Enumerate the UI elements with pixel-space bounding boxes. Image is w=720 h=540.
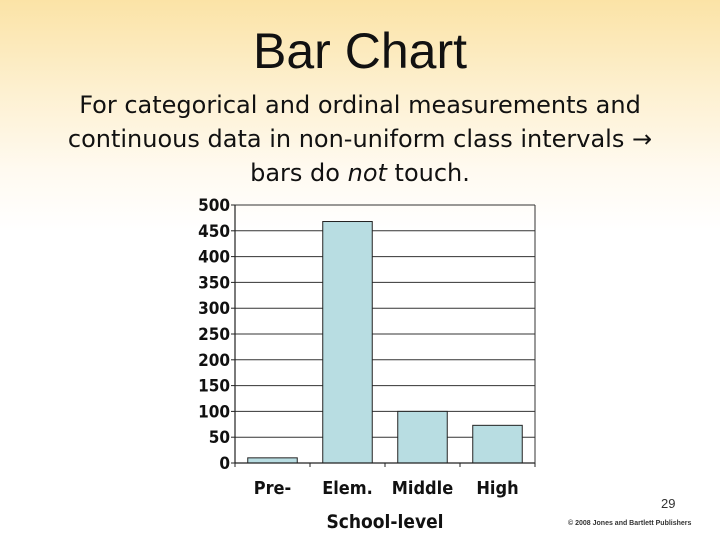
bar (472, 424, 523, 464)
y-tick-label: 150 (198, 377, 230, 397)
y-tick-label: 400 (198, 248, 230, 268)
y-tick-label: 200 (198, 351, 230, 371)
x-axis-ticks: Pre- Elem. Middle High (234, 463, 536, 499)
y-tick-label: 0 (219, 454, 230, 474)
y-tick-label: 100 (198, 402, 230, 422)
right-arrow-icon: → (632, 125, 653, 153)
x-tick-label: Middle (392, 478, 453, 499)
page-number: 29 (661, 496, 676, 511)
bars (247, 221, 523, 464)
bar (322, 221, 373, 464)
slide-title: Bar Chart (253, 23, 467, 79)
x-tick-label: High (476, 478, 518, 499)
subtitle-line-2-text: continuous data in non-uniform class int… (67, 125, 625, 153)
y-tick-label: 500 (198, 196, 230, 216)
y-tick-label: 350 (198, 273, 230, 293)
subtitle-line-1: For categorical and ordinal measurements… (79, 91, 641, 119)
x-tick-label: Elem. (322, 478, 373, 499)
subtitle-emphasis: not (347, 159, 387, 187)
bar (397, 410, 448, 464)
subtitle-line-3: bars do not touch. (20, 156, 700, 190)
subtitle-line-3-start: bars do (250, 159, 348, 187)
x-tick-label: Pre- (254, 478, 292, 499)
y-axis-ticks: 0 50 100 150 200 250 300 350 400 450 500 (198, 196, 235, 474)
y-tick-label: 300 (198, 299, 230, 319)
y-tick-label: 50 (209, 428, 230, 448)
subtitle-line-2: continuous data in non-uniform class int… (20, 122, 700, 156)
x-axis-label: School-level (326, 511, 443, 533)
bar (247, 457, 298, 464)
subtitle-line-3-end: touch. (386, 159, 470, 187)
bar-chart: 0 50 100 150 200 250 300 350 400 450 500 Pre- Elem.… (198, 196, 536, 533)
copyright-notice: © 2008 Jones and Bartlett Publishers (568, 520, 692, 527)
y-tick-label: 250 (198, 325, 230, 345)
slide-subtitle: For categorical and ordinal measurements… (20, 88, 700, 190)
grid-lines (235, 204, 535, 464)
y-tick-label: 450 (198, 222, 230, 242)
